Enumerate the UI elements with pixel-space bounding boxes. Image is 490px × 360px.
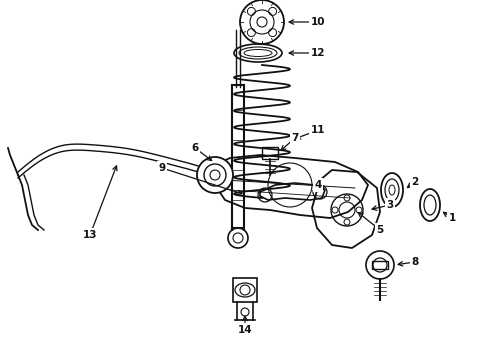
Text: 9: 9 xyxy=(158,163,166,173)
Text: 2: 2 xyxy=(412,177,418,187)
Text: 14: 14 xyxy=(238,325,252,335)
Circle shape xyxy=(197,157,233,193)
Text: 8: 8 xyxy=(412,257,418,267)
Text: 7: 7 xyxy=(292,133,299,143)
Text: 11: 11 xyxy=(311,125,325,135)
Text: 1: 1 xyxy=(448,213,456,223)
Text: 13: 13 xyxy=(83,230,97,240)
Text: 4: 4 xyxy=(314,180,322,190)
Text: 12: 12 xyxy=(311,48,325,58)
Text: 3: 3 xyxy=(387,200,393,210)
Text: 6: 6 xyxy=(192,143,198,153)
Text: 10: 10 xyxy=(311,17,325,27)
Text: 5: 5 xyxy=(376,225,384,235)
